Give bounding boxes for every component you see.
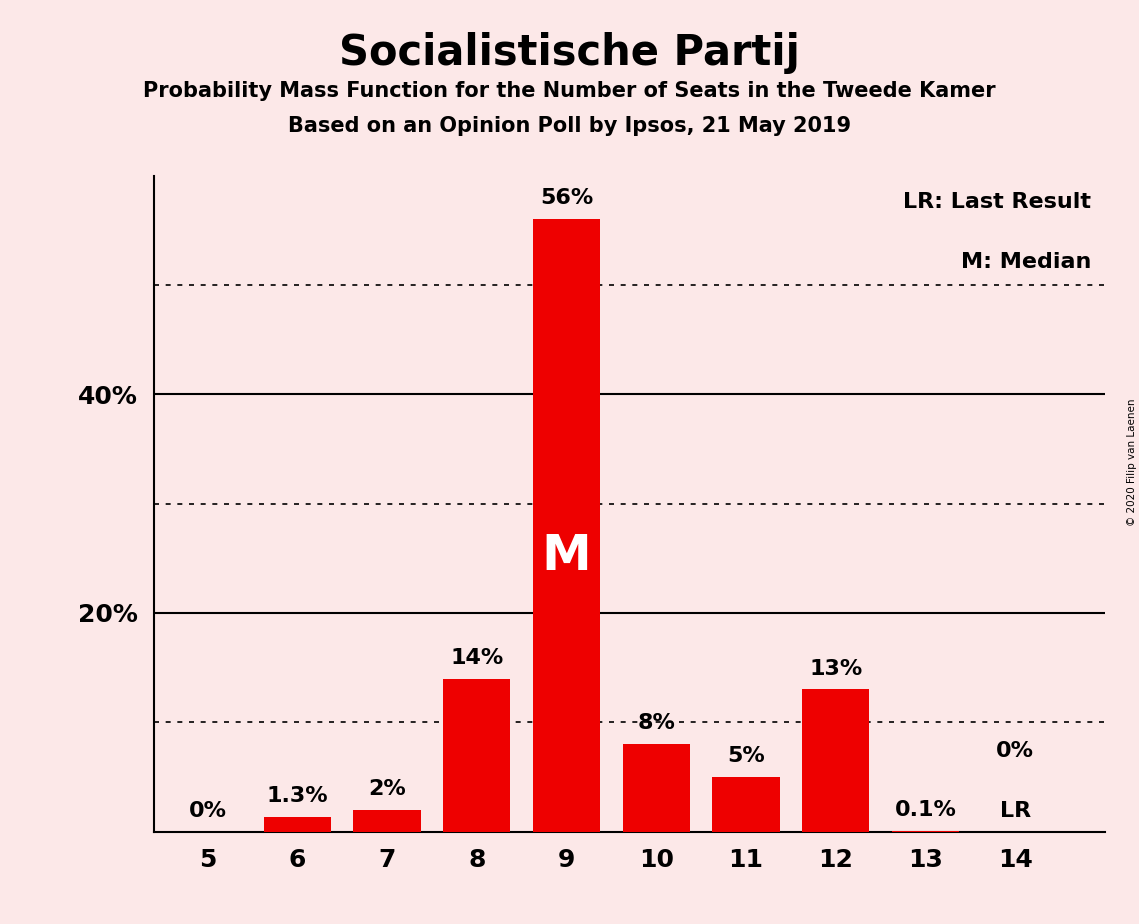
Text: 1.3%: 1.3% (267, 786, 328, 807)
Bar (802, 689, 869, 832)
Bar (263, 818, 331, 832)
Bar (533, 219, 600, 832)
Text: © 2020 Filip van Laenen: © 2020 Filip van Laenen (1126, 398, 1137, 526)
Text: 0%: 0% (997, 740, 1034, 760)
Bar (623, 744, 690, 832)
Bar (443, 678, 510, 832)
Bar (712, 777, 779, 832)
Text: 14%: 14% (450, 648, 503, 667)
Text: 0%: 0% (189, 801, 227, 821)
Text: Socialistische Partij: Socialistische Partij (339, 32, 800, 74)
Text: 13%: 13% (809, 659, 862, 678)
Text: 5%: 5% (727, 746, 764, 766)
Text: LR: Last Result: LR: Last Result (903, 192, 1091, 212)
Text: M: M (542, 532, 591, 580)
Bar (353, 809, 420, 832)
Text: 56%: 56% (540, 188, 593, 208)
Text: 0.1%: 0.1% (894, 799, 957, 820)
Text: LR: LR (1000, 801, 1031, 821)
Text: 2%: 2% (368, 779, 405, 798)
Text: Based on an Opinion Poll by Ipsos, 21 May 2019: Based on an Opinion Poll by Ipsos, 21 Ma… (288, 116, 851, 136)
Text: M: Median: M: Median (961, 252, 1091, 272)
Text: Probability Mass Function for the Number of Seats in the Tweede Kamer: Probability Mass Function for the Number… (144, 81, 995, 102)
Bar (892, 831, 959, 832)
Text: 8%: 8% (638, 713, 675, 734)
